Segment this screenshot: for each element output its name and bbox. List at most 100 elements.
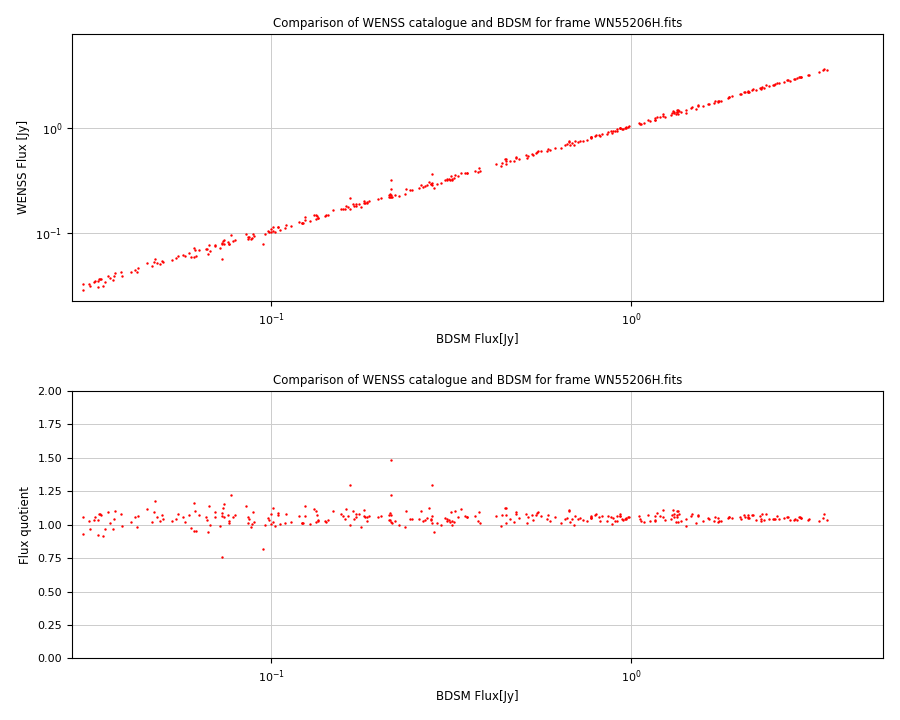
Point: [310, 210, 324, 222]
Point: [215, 510, 230, 521]
Point: [273, 518, 287, 530]
Point: [416, 181, 430, 193]
Point: [648, 112, 662, 124]
Point: [633, 118, 647, 130]
Point: [303, 215, 318, 227]
Point: [339, 200, 354, 212]
Point: [123, 516, 138, 528]
Point: [362, 196, 376, 207]
Point: [447, 173, 462, 184]
Point: [684, 102, 698, 114]
Point: [114, 520, 129, 531]
Point: [548, 511, 562, 523]
Point: [783, 515, 797, 526]
Point: [277, 222, 292, 234]
Point: [601, 510, 616, 521]
Point: [221, 238, 236, 250]
Point: [820, 64, 834, 76]
Point: [418, 181, 432, 192]
Point: [192, 245, 206, 256]
Point: [768, 78, 782, 90]
Point: [802, 69, 816, 81]
Point: [621, 121, 635, 132]
Point: [244, 518, 258, 529]
Point: [310, 509, 324, 521]
Point: [652, 510, 667, 522]
Point: [383, 454, 398, 466]
Point: [656, 111, 670, 122]
Point: [92, 274, 106, 285]
Point: [605, 518, 619, 529]
Point: [511, 512, 526, 523]
Point: [633, 513, 647, 525]
Point: [349, 508, 364, 520]
Point: [706, 97, 721, 109]
Point: [343, 518, 357, 530]
Point: [264, 223, 278, 235]
Point: [721, 513, 735, 524]
Point: [352, 198, 366, 210]
Point: [303, 518, 318, 529]
Point: [177, 516, 192, 527]
Point: [106, 271, 121, 282]
Point: [679, 520, 693, 531]
Point: [752, 82, 767, 94]
Point: [94, 509, 108, 521]
Point: [176, 250, 191, 261]
Point: [76, 284, 90, 296]
Point: [107, 268, 122, 279]
Point: [793, 511, 807, 523]
Point: [632, 510, 646, 522]
Point: [356, 197, 371, 209]
Point: [772, 513, 787, 524]
Point: [674, 107, 688, 118]
Point: [424, 179, 438, 190]
Point: [114, 508, 129, 519]
Point: [711, 96, 725, 108]
Point: [749, 85, 763, 96]
Point: [558, 513, 572, 525]
Point: [437, 512, 452, 523]
Point: [696, 515, 710, 526]
Point: [671, 104, 686, 116]
Point: [495, 157, 509, 168]
Point: [766, 513, 780, 525]
Point: [238, 228, 253, 240]
Point: [495, 510, 509, 521]
Point: [271, 510, 285, 521]
Point: [562, 135, 576, 147]
Point: [169, 513, 184, 524]
Point: [679, 104, 693, 116]
Point: [604, 510, 618, 522]
Point: [567, 519, 581, 531]
Point: [612, 122, 626, 134]
Point: [264, 518, 278, 530]
Point: [83, 523, 97, 535]
Point: [187, 525, 202, 536]
Point: [189, 251, 203, 262]
Point: [591, 511, 606, 523]
Point: [754, 83, 769, 94]
Point: [710, 513, 724, 524]
Point: [641, 114, 655, 126]
Point: [238, 500, 253, 512]
Point: [691, 100, 706, 112]
Point: [741, 509, 755, 521]
Point: [610, 516, 625, 527]
Point: [472, 506, 486, 518]
Point: [360, 197, 374, 208]
Point: [298, 214, 312, 225]
Point: [817, 508, 832, 520]
Point: [425, 518, 439, 529]
Point: [104, 273, 118, 284]
Point: [101, 506, 115, 518]
Point: [562, 139, 577, 150]
Point: [264, 508, 278, 520]
Point: [671, 508, 686, 520]
Point: [800, 70, 814, 81]
Point: [298, 211, 312, 222]
Point: [429, 517, 444, 528]
Point: [246, 506, 260, 518]
Point: [554, 142, 569, 153]
Point: [208, 505, 222, 517]
